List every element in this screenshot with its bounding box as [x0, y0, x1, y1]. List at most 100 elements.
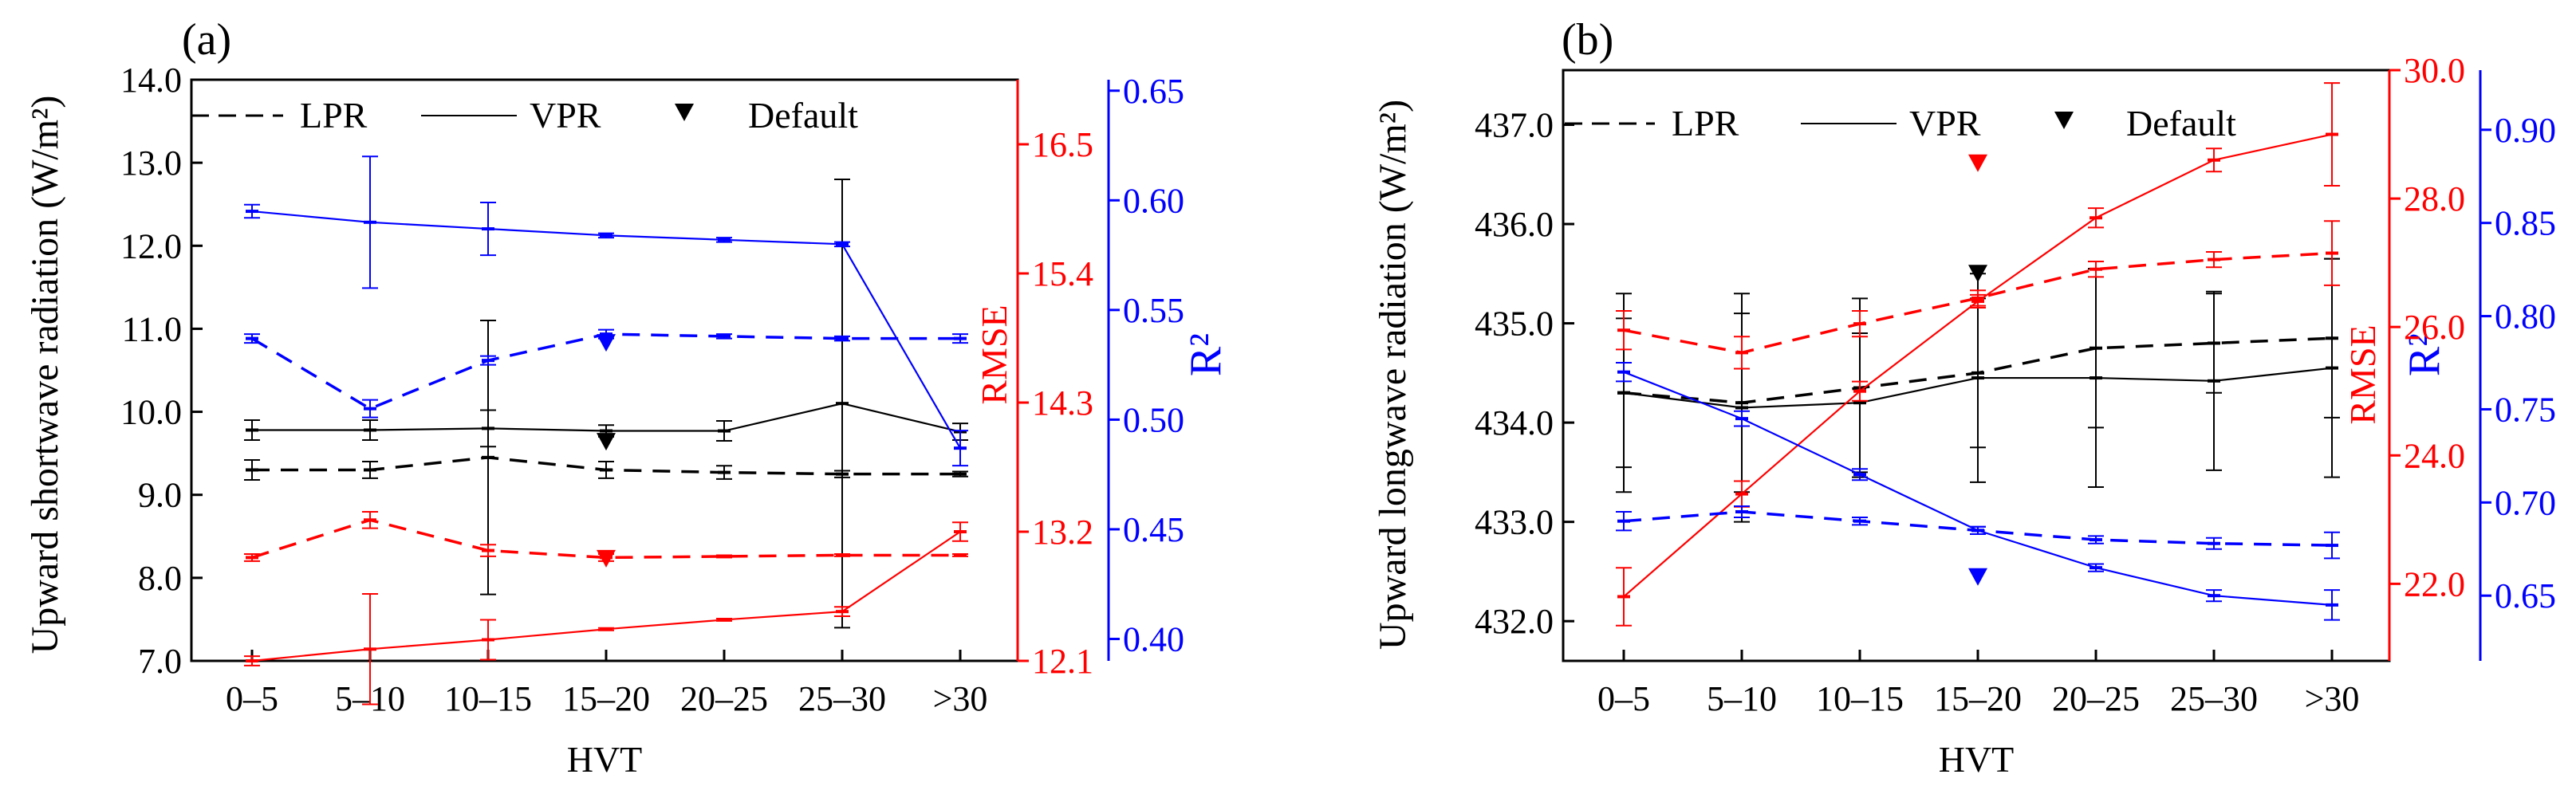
mid-y-tick-label: 26.0: [2404, 308, 2465, 347]
default-marker-default: [1968, 265, 1987, 283]
error-bar-vpr-r: [480, 202, 496, 257]
error-bar-vpr-r: [834, 241, 850, 248]
mid-y-tick-label: 28.0: [2404, 179, 2465, 218]
error-bar-vpr-r: [952, 430, 968, 467]
x-tick-label: >30: [933, 679, 988, 718]
right-y-tick-label: 0.40: [1123, 619, 1184, 658]
panel-a-plot-frame: [190, 78, 1019, 662]
error-bar-vpr: [480, 409, 496, 448]
panel-a-mid-axis-title: RMSE: [974, 305, 1014, 404]
error-bar-lpr-rmse: [362, 510, 378, 529]
default-marker-default-rmse: [1968, 154, 1987, 172]
legend-vpr-label: VPR: [530, 95, 601, 136]
panel-a-right-axis-title: R²: [1181, 333, 1231, 376]
error-bar-vpr-r: [1616, 361, 1632, 383]
error-bar-lpr: [244, 458, 260, 481]
error-bar-vpr-r: [598, 232, 614, 239]
error-bar-lpr-r: [2324, 531, 2340, 560]
right-y-tick-label: 0.45: [1123, 510, 1184, 549]
error-bar-lpr-rmse: [1852, 310, 1868, 338]
right-y-tick-label: 0.60: [1123, 181, 1184, 220]
error-bar-vpr: [2206, 290, 2222, 471]
error-bar-lpr: [362, 461, 378, 479]
error-bar-vpr-r: [244, 203, 260, 219]
error-bar-vpr: [834, 178, 850, 629]
mid-y-tick-label: 30.0: [2404, 51, 2465, 90]
right-y-tick-label: 0.90: [2495, 111, 2556, 150]
panel-b-left-axis-title: Upward longwave radiation (W/m²): [1372, 100, 1414, 650]
left-y-tick-label: 8.0: [138, 559, 182, 598]
error-bar-vpr-rmse: [1852, 380, 1868, 402]
error-bar-vpr-rmse: [2088, 207, 2104, 229]
panel-a-axes: 0–5 5–10 10–15 15–20 20–25 25–30 >307.08.09.01…: [120, 61, 1184, 718]
left-y-tick-label: 11.0: [122, 309, 182, 348]
panel-b-series: [1616, 82, 2340, 627]
error-bar-vpr-rmse: [362, 593, 378, 706]
panel-a-legend: LPR VPR Default: [191, 95, 858, 136]
legend-lpr-label: LPR: [300, 95, 368, 136]
error-bar-lpr-r: [834, 335, 850, 342]
panel-b-legend: LPR VPR Default: [1565, 103, 2236, 143]
error-bar-vpr-rmse: [2324, 82, 2340, 187]
error-bar-vpr: [244, 419, 260, 441]
error-bar-lpr-rmse: [244, 552, 260, 562]
error-bar-lpr-rmse: [2324, 220, 2340, 286]
legend-default-marker: [2054, 112, 2074, 129]
left-y-tick-label: 432.0: [1475, 602, 1554, 641]
error-bar-vpr-rmse: [716, 617, 732, 622]
error-bar-vpr-rmse: [2206, 147, 2222, 173]
left-y-tick-label: 436.0: [1475, 205, 1554, 244]
error-bar-lpr-r: [952, 333, 968, 344]
error-bar-vpr: [716, 420, 732, 442]
right-y-tick-label: 0.80: [2495, 297, 2556, 336]
error-bar-lpr: [598, 461, 614, 479]
x-tick-label: 10–15: [1816, 679, 1904, 718]
x-tick-label: 20–25: [2052, 679, 2140, 718]
error-bar-lpr-rmse: [2088, 261, 2104, 278]
error-bar-lpr-rmse: [716, 554, 732, 559]
x-tick-label: 0–5: [226, 679, 278, 718]
left-y-tick-label: 14.0: [120, 61, 182, 100]
x-tick-label: 10–15: [444, 679, 532, 718]
error-bar-lpr-r: [2206, 537, 2222, 550]
error-bar-lpr-r: [480, 355, 496, 366]
panel-b-mid-axis-title: RMSE: [2342, 324, 2383, 424]
legend-default-label: Default: [2126, 103, 2236, 143]
error-bar-vpr: [2324, 257, 2340, 478]
x-tick-label: 15–20: [562, 679, 650, 718]
default-marker-default-r: [1968, 568, 1987, 586]
legend-lpr-label: LPR: [1672, 103, 1739, 143]
error-bar-vpr-r: [2088, 563, 2104, 572]
x-tick-label: 15–20: [1934, 679, 2022, 718]
error-bar-vpr-rmse: [244, 655, 260, 666]
right-y-tick-label: 0.65: [1123, 72, 1184, 111]
error-bar-vpr-r: [362, 155, 378, 289]
error-bar-lpr: [952, 470, 968, 478]
legend-default-marker: [675, 104, 694, 121]
error-bar-vpr: [1852, 332, 1868, 474]
error-bar-lpr-r: [716, 333, 732, 340]
error-bar-vpr-r: [2324, 589, 2340, 621]
default-marker-default-r: [597, 334, 616, 352]
mid-y-tick-label: 12.1: [1032, 642, 1093, 681]
left-y-tick-label: 435.0: [1475, 305, 1554, 344]
panel-a-series: [244, 155, 968, 706]
panel-b: (b) LPR VPR Default Upward longwave radi…: [1372, 15, 2556, 780]
left-y-tick-label: 12.0: [120, 226, 182, 265]
error-bar-lpr-r: [1616, 510, 1632, 532]
left-y-tick-label: 13.0: [120, 143, 182, 183]
error-bar-vpr-rmse: [1616, 567, 1632, 627]
left-y-tick-label: 9.0: [138, 476, 182, 515]
error-bar-lpr-rmse: [2206, 250, 2222, 269]
left-y-tick-label: 433.0: [1475, 503, 1554, 542]
mid-y-tick-label: 24.0: [2404, 436, 2465, 475]
error-bar-vpr-r: [1734, 410, 1750, 427]
right-y-tick-label: 0.65: [2495, 576, 2556, 615]
error-bar-lpr-r: [2088, 535, 2104, 544]
error-bar-vpr-rmse: [1970, 293, 1986, 309]
default-marker-default: [597, 433, 616, 451]
mid-y-tick-label: 13.2: [1032, 513, 1093, 552]
error-bar-vpr-rmse: [834, 606, 850, 618]
error-bar-vpr-r: [1852, 468, 1868, 482]
panel-a-x-axis-title: HVT: [567, 739, 643, 780]
